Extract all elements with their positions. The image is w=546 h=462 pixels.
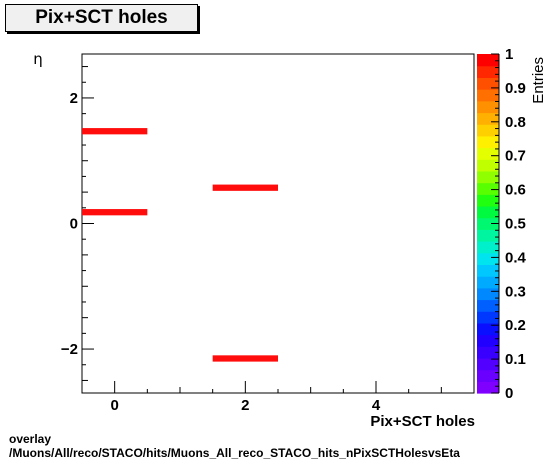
footer-overlay-label: overlay: [9, 432, 52, 446]
colorbar-tick-label: 0.8: [505, 114, 526, 131]
palette-swatch: [477, 241, 499, 254]
palette-swatch: [477, 124, 499, 137]
palette-swatch: [477, 194, 499, 207]
colorbar-tick-label: 0: [505, 385, 513, 402]
palette-swatch: [477, 77, 499, 90]
y-axis-label: η: [33, 50, 43, 68]
palette-swatch: [477, 159, 499, 172]
palette-swatch: [477, 54, 499, 67]
x-tick-label: 2: [241, 397, 249, 414]
palette-swatch: [477, 100, 499, 114]
colorbar-tick-label: 0.6: [505, 182, 526, 199]
footer-path-label: /Muons/All/reco/STACO/hits/Muons_All_rec…: [9, 446, 460, 460]
plot-title: Pix+SCT holes: [5, 4, 198, 32]
palette-swatch: [477, 276, 499, 289]
axis-ticks: [82, 66, 442, 393]
x-tick-label: 4: [372, 397, 381, 414]
palette-swatch: [477, 112, 499, 125]
heatmap-cell: [212, 355, 278, 362]
colorbar-tick-label: 0.4: [505, 249, 527, 266]
heatmap-cell: [82, 209, 148, 216]
plot-frame: [81, 53, 475, 394]
palette-swatch: [477, 65, 499, 78]
colorbar-tick-label: 0.3: [505, 283, 526, 300]
palette-swatch: [477, 334, 499, 347]
colorbar-label: Entries: [530, 57, 546, 104]
palette-swatch: [477, 229, 499, 242]
palette-swatch: [477, 357, 499, 371]
palette-swatch: [477, 147, 499, 160]
palette-swatch: [477, 346, 499, 359]
palette-swatch: [477, 252, 499, 266]
palette-swatch: [477, 264, 499, 277]
heatmap-cell: [82, 128, 148, 135]
palette-swatch: [477, 322, 499, 336]
palette-swatch: [477, 311, 499, 324]
heatmap-cells: [82, 128, 278, 362]
y-tick-label: 0: [70, 216, 78, 233]
colorbar-tick-label: 0.9: [505, 80, 526, 97]
colorbar-tick-label: 0.7: [505, 148, 526, 165]
palette-swatch: [477, 89, 499, 102]
y-tick-label: 2: [70, 90, 78, 107]
colorbar-tick-label: 1: [505, 46, 513, 63]
colorbar-tick-label: 0.2: [505, 317, 526, 334]
colorbar-tick-label: 0.5: [505, 216, 526, 233]
x-tick-label: 0: [110, 397, 118, 414]
palette-swatch: [477, 205, 499, 219]
palette-swatch: [477, 369, 499, 382]
palette-swatch: [477, 381, 499, 394]
axis-labels: 0 2 4 −2 0 2: [61, 90, 381, 414]
color-palette: 0 0.1 0.2 0.3 0.4 0.5 0.6 0.7 0.8 0.9 1: [477, 46, 527, 402]
colorbar-tick-label: 0.1: [505, 351, 526, 368]
palette-swatch: [477, 135, 499, 149]
palette-swatch: [477, 182, 499, 195]
palette-swatch: [477, 217, 499, 230]
palette-swatch: [477, 170, 499, 184]
y-tick-label: −2: [61, 341, 78, 358]
palette-swatch: [477, 299, 499, 312]
x-axis-label: Pix+SCT holes: [370, 413, 475, 430]
heatmap-cell: [212, 184, 278, 191]
